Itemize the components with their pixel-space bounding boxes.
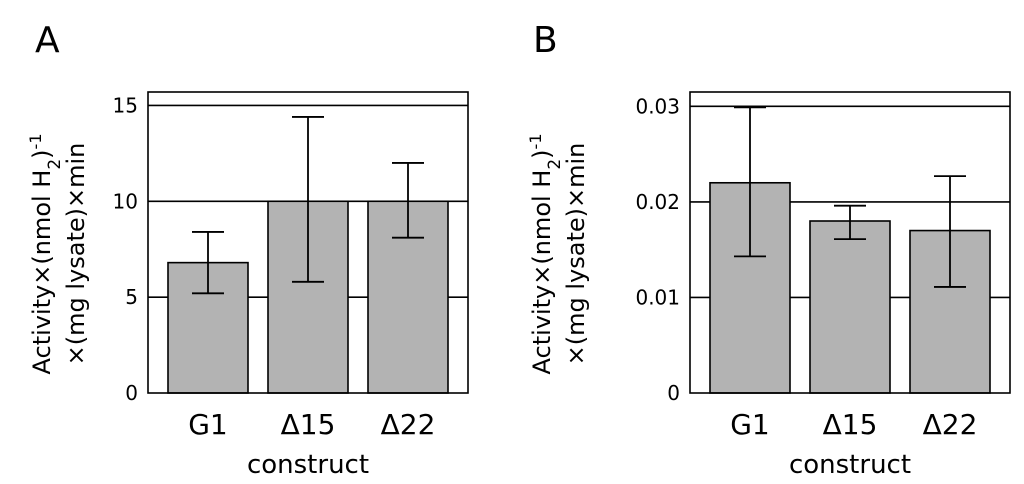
panel-b-label: B	[533, 20, 558, 61]
panel-a-y-tick-label: 0	[125, 381, 138, 405]
panel-a-y-tick-label: 5	[125, 285, 138, 309]
panel-b-error-bar	[834, 204, 866, 241]
panel-b: B 0 0.01 0.02 0.03 G1 Δ15 Δ22 construct Activi…	[526, 20, 1011, 480]
panel-a-x-tick-label: G1	[188, 408, 228, 441]
panel-a-label: A	[35, 20, 60, 61]
panel-b-y-tick-label: 0.02	[635, 190, 680, 214]
panel-b-y-tick-label: 0	[667, 381, 680, 405]
panel-b-plot: 0 0.01 0.02 0.03 G1 Δ15 Δ22	[635, 91, 1011, 441]
panel-a-x-tick-label: Δ15	[281, 408, 336, 441]
panel-b-y-axis-label-line2: ×(mg lysate)×min	[562, 143, 590, 366]
panel-a-error-bar	[392, 162, 424, 239]
panel-b-x-tick-label: G1	[730, 408, 770, 441]
panel-b-y-tick-label: 0.01	[635, 285, 680, 309]
panel-b-y-axis-label-line1: Activity×(nmol H2)-1	[526, 134, 566, 375]
panel-b-x-axis-label: construct	[789, 450, 911, 480]
panel-a-plot-frame	[147, 91, 469, 394]
panel-a-x-axis-label: construct	[247, 450, 369, 480]
panel-a-plot: 0 5 10 15 G1 Δ15 Δ22	[113, 91, 469, 441]
panel-a-error-bar	[192, 231, 224, 295]
panel-b-bar	[809, 220, 891, 394]
panel-a-error-bar	[292, 116, 324, 283]
panel-a-y-axis-label-line1: Activity×(nmol H2)-1	[26, 134, 66, 375]
panel-a-y-axis-label-line2: ×(mg lysate)×min	[62, 143, 90, 366]
panel-b-plot-frame	[689, 91, 1011, 394]
panel-a-y-tick-label: 10	[113, 189, 138, 213]
panel-b-x-tick-label: Δ15	[823, 408, 878, 441]
panel-b-error-bar	[734, 106, 766, 258]
panel-b-y-tick-label: 0.03	[635, 94, 680, 118]
panel-a-x-tick-label: Δ22	[381, 408, 436, 441]
panel-a: A 0 5 10 15 G1 Δ15 Δ22 construct Activity×(nmo…	[26, 20, 469, 480]
panel-a-y-tick-label: 15	[113, 93, 138, 117]
panel-b-error-bar	[934, 175, 966, 288]
panel-b-x-tick-label: Δ22	[923, 408, 978, 441]
